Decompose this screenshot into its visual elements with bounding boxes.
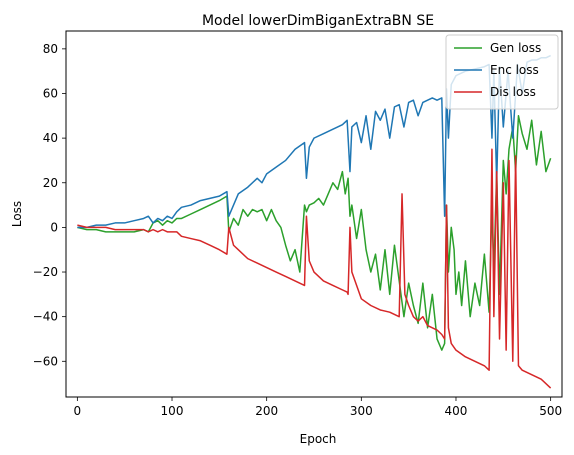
y-tick-label: 40 xyxy=(43,131,58,145)
x-tick-label: 0 xyxy=(74,404,82,418)
x-axis: 0 100 200 300 400 500 xyxy=(74,397,562,418)
legend-box xyxy=(445,34,559,110)
series-line-dis-loss xyxy=(77,148,552,389)
x-tick-label: 200 xyxy=(255,404,278,418)
legend: Gen loss Enc loss Dis loss xyxy=(445,34,559,110)
y-tick-label: −40 xyxy=(33,310,58,324)
y-tick-label: 20 xyxy=(43,176,58,190)
series-layer xyxy=(77,54,552,389)
y-tick-label: 0 xyxy=(50,220,58,234)
x-tick-label: 400 xyxy=(445,404,468,418)
y-axis: −60 −40 −20 0 20 40 60 80 xyxy=(33,42,66,368)
y-tick-label: −60 xyxy=(33,354,58,368)
x-axis-label: Epoch xyxy=(300,432,337,446)
y-tick-label: 60 xyxy=(43,86,58,100)
legend-label: Gen loss xyxy=(490,41,541,55)
legend-label: Enc loss xyxy=(490,63,539,77)
x-tick-label: 500 xyxy=(539,404,562,418)
series-line-gen-loss xyxy=(77,115,552,351)
x-tick-label: 100 xyxy=(161,404,184,418)
legend-label: Dis loss xyxy=(490,85,536,99)
y-axis-label: Loss xyxy=(10,201,24,227)
series-line-enc-loss xyxy=(77,54,551,229)
chart-title: Model lowerDimBiganExtraBN SE xyxy=(202,13,434,29)
y-tick-label: −20 xyxy=(33,265,58,279)
y-tick-label: 80 xyxy=(43,42,58,56)
plot-frame xyxy=(65,30,563,398)
x-tick-label: 300 xyxy=(350,404,373,418)
